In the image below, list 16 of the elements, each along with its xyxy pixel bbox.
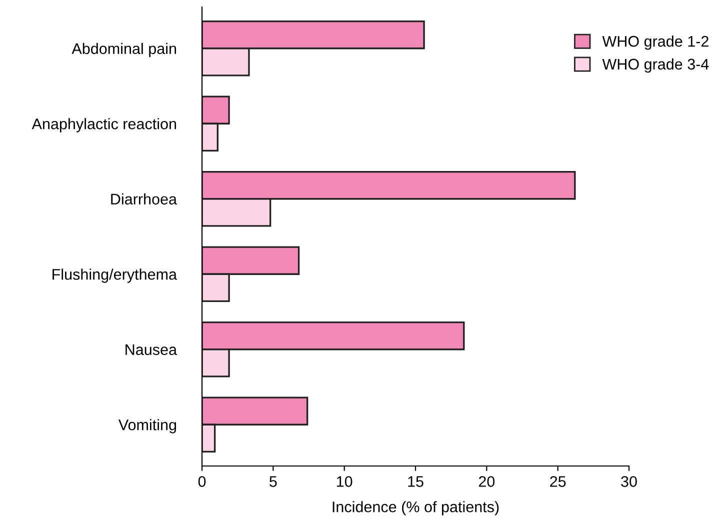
x-tick-label: 30 [621,476,637,487]
legend-label: WHO grade 3-4 [602,58,709,73]
x-tick-label: 20 [478,476,495,487]
x-tick-label: 5 [270,476,277,487]
y-tick-label: Nausea [126,344,177,356]
x-tick-label: 0 [198,476,206,487]
x-tick-label: 25 [550,476,566,487]
y-tick-label: Diarrhoea [111,193,178,205]
x-tick-label: 15 [408,476,424,487]
y-tick-label: Vomiting [118,419,176,434]
y-tick-label: Anaphylactic reaction [32,118,176,132]
x-axis-title: Incidence (% of patients) [332,501,499,516]
y-tick-label: Abdominal pain [72,42,176,58]
x-tick-label: 10 [337,476,352,487]
y-tick-label: Flushing/erythema [52,268,178,283]
legend-label: WHO grade 1-2 [602,36,708,50]
